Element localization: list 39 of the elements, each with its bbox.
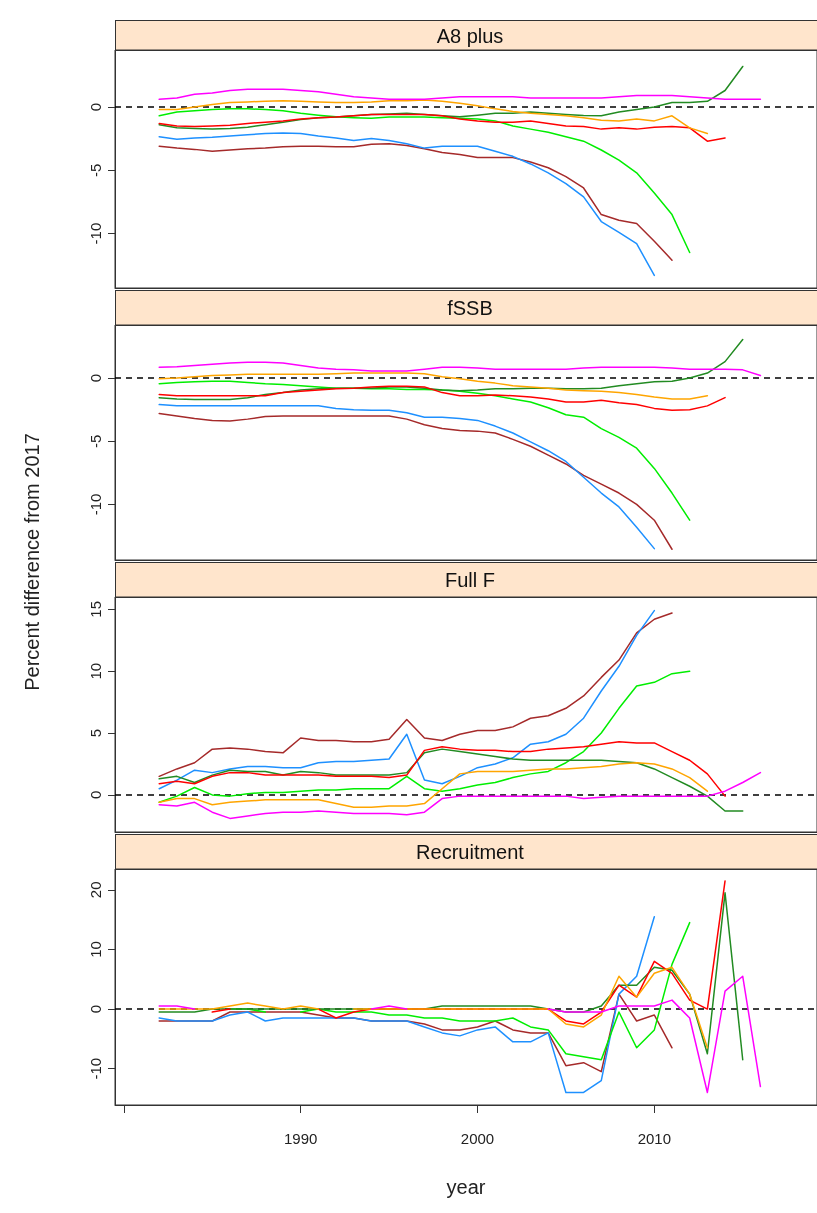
y-tick-label: 5 bbox=[87, 728, 104, 738]
line-series bbox=[158, 142, 673, 261]
line-series bbox=[158, 385, 726, 412]
line-series bbox=[158, 108, 691, 254]
chart-title: Full F bbox=[115, 562, 817, 598]
y-tick-label: 20 bbox=[87, 881, 104, 899]
y-tick-label: -10 bbox=[87, 1057, 104, 1080]
line-series bbox=[158, 132, 656, 277]
y-tick-label: 15 bbox=[87, 601, 104, 618]
line-series bbox=[158, 915, 656, 1094]
y-tick-label: 0 bbox=[87, 790, 104, 800]
line-series bbox=[158, 361, 762, 377]
x-tick-label: 2010 bbox=[637, 1130, 672, 1147]
chart-title: fSSB bbox=[115, 290, 817, 326]
y-tick-label: -10 bbox=[87, 222, 104, 245]
line-series bbox=[158, 338, 744, 401]
line-series bbox=[158, 771, 762, 820]
line-series bbox=[158, 88, 762, 101]
line-series bbox=[158, 99, 709, 135]
line-series bbox=[158, 748, 744, 812]
chart-title: Recruitment bbox=[115, 834, 817, 870]
y-tick-label: -5 bbox=[87, 434, 104, 448]
y-axis-title: Percent difference from 2017 bbox=[20, 433, 44, 691]
y-tick-label: 10 bbox=[87, 662, 104, 680]
y-tick-label: 0 bbox=[87, 373, 104, 383]
y-tick-label: 0 bbox=[87, 102, 104, 112]
y-tick-label: 0 bbox=[87, 1004, 104, 1014]
line-series bbox=[158, 372, 709, 400]
y-tick-label: -5 bbox=[87, 163, 104, 177]
line-series bbox=[158, 761, 709, 809]
x-axis-title: year bbox=[446, 1176, 486, 1198]
x-tick-label: 1990 bbox=[283, 1130, 318, 1147]
y-tick-label: 10 bbox=[87, 941, 104, 958]
x-tick-label: 2000 bbox=[460, 1130, 495, 1147]
chart-title: A8 plus bbox=[115, 20, 817, 51]
line-series bbox=[158, 113, 726, 142]
line-series bbox=[158, 740, 726, 797]
line-series bbox=[158, 380, 691, 521]
y-tick-label: -10 bbox=[87, 493, 104, 516]
